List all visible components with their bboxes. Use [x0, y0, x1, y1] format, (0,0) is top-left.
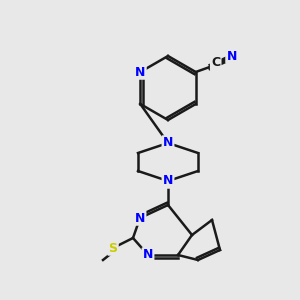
Text: N: N	[163, 136, 173, 149]
Text: N: N	[226, 50, 237, 62]
Text: N: N	[163, 175, 173, 188]
Text: N: N	[135, 65, 146, 79]
Text: C: C	[211, 56, 220, 70]
Text: N: N	[143, 248, 153, 262]
Text: S: S	[109, 242, 118, 254]
Text: N: N	[135, 212, 145, 224]
